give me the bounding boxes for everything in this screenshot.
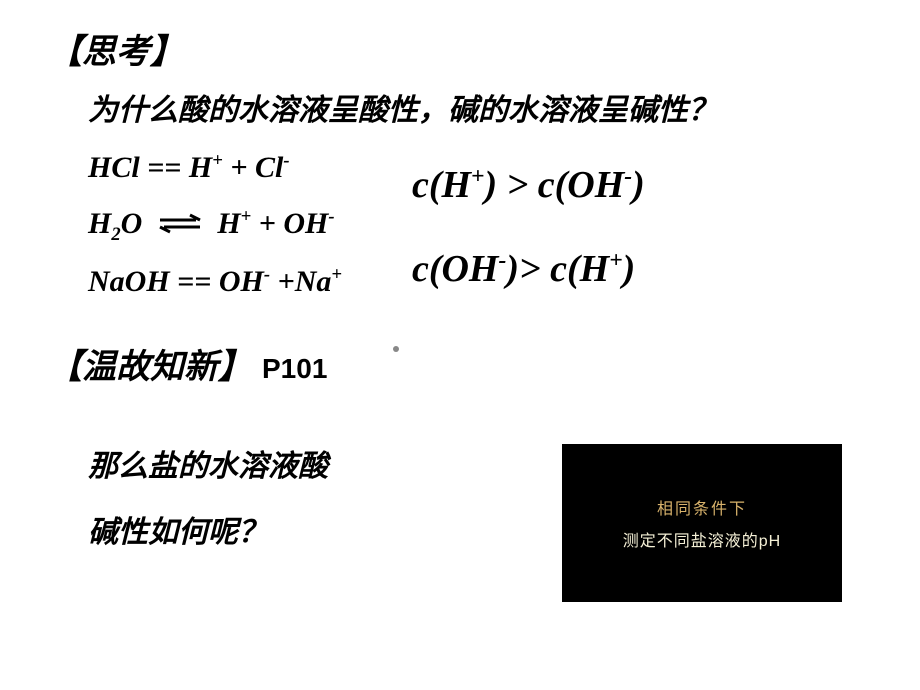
text: + xyxy=(251,207,283,240)
text: OH xyxy=(283,207,328,240)
section2-title-row: 【温故知新】 P101 xyxy=(48,339,872,400)
text: + xyxy=(471,163,484,189)
formula-naoh: NaOH == OH- +Na+ xyxy=(88,265,342,299)
text: - xyxy=(328,206,334,227)
text: H xyxy=(88,207,111,240)
video-caption-line2: 测定不同盐溶液的pH xyxy=(623,527,781,551)
text: + xyxy=(212,150,223,171)
text: c(H xyxy=(412,164,471,206)
text: H xyxy=(189,151,212,184)
formulas-row: HCl == H+ + Cl- H2O H+ + OH- NaOH == OH-… xyxy=(88,151,872,299)
formula-h2o: H2O H+ + OH- xyxy=(88,207,342,243)
text: + xyxy=(609,247,622,273)
text: - xyxy=(283,150,289,171)
text: c(OH xyxy=(412,248,499,290)
section2-title: 【温故知新】 xyxy=(48,339,252,388)
text: HCl xyxy=(88,151,140,184)
text: + xyxy=(241,206,252,227)
text: == xyxy=(170,265,219,298)
formula-hcl: HCl == H+ + Cl- xyxy=(88,151,342,185)
text: NaOH xyxy=(88,265,170,298)
video-thumbnail[interactable]: 相同条件下 测定不同盐溶液的pH xyxy=(562,444,842,602)
text: ) xyxy=(632,164,645,206)
lower-text-line2: 碱性如何呢？ xyxy=(88,500,562,566)
equilibrium-arrow-icon xyxy=(156,209,204,243)
text: H xyxy=(217,207,240,240)
page-reference: P101 xyxy=(262,353,327,385)
lower-row: 那么盐的水溶液酸 碱性如何呢？ 相同条件下 测定不同盐溶液的pH xyxy=(48,434,872,602)
lower-question: 那么盐的水溶液酸 碱性如何呢？ xyxy=(88,434,562,566)
lower-text-line1: 那么盐的水溶液酸 xyxy=(88,434,562,500)
text: OH xyxy=(219,265,264,298)
text: Cl xyxy=(255,151,283,184)
decorative-dot-icon xyxy=(393,346,399,352)
video-caption-line1: 相同条件下 xyxy=(657,495,747,519)
formulas-right: c(H+) > c(OH-) c(OH-)> c(H+) xyxy=(412,163,645,299)
text: - xyxy=(624,163,632,189)
text: ) > c(OH xyxy=(484,164,624,206)
formulas-left: HCl == H+ + Cl- H2O H+ + OH- NaOH == OH-… xyxy=(88,151,342,299)
text: )> c(H xyxy=(506,248,609,290)
text: Na xyxy=(295,265,332,298)
comparison-1: c(H+) > c(OH-) xyxy=(412,163,645,207)
text: O xyxy=(121,207,143,240)
text: + xyxy=(270,265,295,298)
text: 2 xyxy=(111,224,120,245)
text: + xyxy=(223,151,255,184)
section1-title: 【思考】 xyxy=(48,24,872,73)
text: == xyxy=(140,151,189,184)
section2: 【温故知新】 P101 那么盐的水溶液酸 碱性如何呢？ 相同条件下 测定不同盐溶… xyxy=(48,339,872,602)
text: ) xyxy=(623,248,636,290)
section1-question: 为什么酸的水溶液呈酸性，碱的水溶液呈碱性？ xyxy=(88,85,872,129)
text: + xyxy=(331,264,342,285)
comparison-2: c(OH-)> c(H+) xyxy=(412,247,645,291)
